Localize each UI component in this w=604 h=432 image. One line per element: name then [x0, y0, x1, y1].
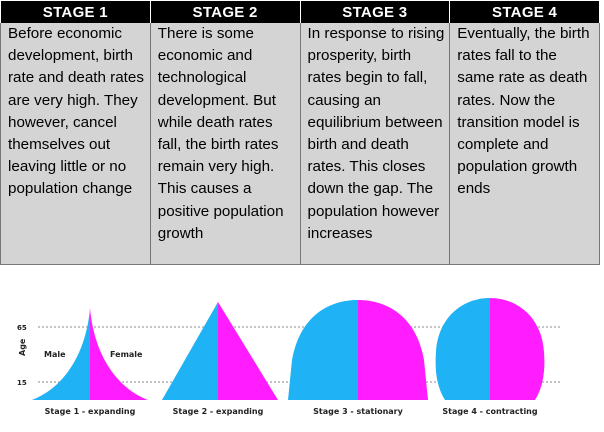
stage-4-female-side: [490, 298, 545, 400]
stage-4-cell: Eventually, the birth rates fall to the …: [449, 23, 600, 265]
stage-1-caption: Stage 1 - expanding: [45, 407, 136, 416]
stage-3-description: In response to rising prosperity, birth …: [307, 25, 445, 242]
stage-3-cell: In response to rising prosperity, birth …: [299, 23, 451, 265]
stage-1-cell: Before economic development, birth rate …: [0, 23, 151, 265]
stage-2-male-side: [162, 302, 218, 400]
demographic-stages-table: STAGE 1 STAGE 2 STAGE 3 STAGE 4 Before e…: [0, 0, 600, 265]
stage-2-header: STAGE 2: [149, 0, 301, 23]
stage-1-description: Before economic development, birth rate …: [8, 25, 144, 198]
stage-1-male-side: [32, 308, 90, 400]
stage-3-caption: Stage 3 - stationary: [313, 407, 403, 416]
female-label: Female: [110, 350, 143, 359]
stage-2-cell: There is some economic and technological…: [149, 23, 301, 265]
stage-4-male-side: [435, 298, 490, 400]
stage-4-description: Eventually, the birth rates fall to the …: [457, 25, 590, 198]
stage-3-male-side: [288, 300, 358, 400]
age-65-label: 65: [17, 324, 27, 332]
stage-description-row: Before economic development, birth rate …: [0, 23, 600, 265]
male-label: Male: [44, 350, 66, 359]
stage-2-female-side: [218, 302, 278, 400]
age-15-label: 15: [17, 379, 27, 387]
stage-3-header: STAGE 3: [299, 0, 451, 23]
stage-1-header: STAGE 1: [0, 0, 151, 23]
stage-4-header: STAGE 4: [449, 0, 600, 23]
stage-1-female-side: [90, 308, 148, 400]
stage-header-row: STAGE 1 STAGE 2 STAGE 3 STAGE 4: [0, 0, 600, 23]
stage-2-description: There is some economic and technological…: [157, 25, 284, 242]
stage-2-caption: Stage 2 - expanding: [173, 407, 264, 416]
stage-4-caption: Stage 4 - contracting: [442, 407, 537, 416]
stage-3-female-side: [358, 300, 428, 400]
age-axis-label: Age: [18, 338, 27, 356]
